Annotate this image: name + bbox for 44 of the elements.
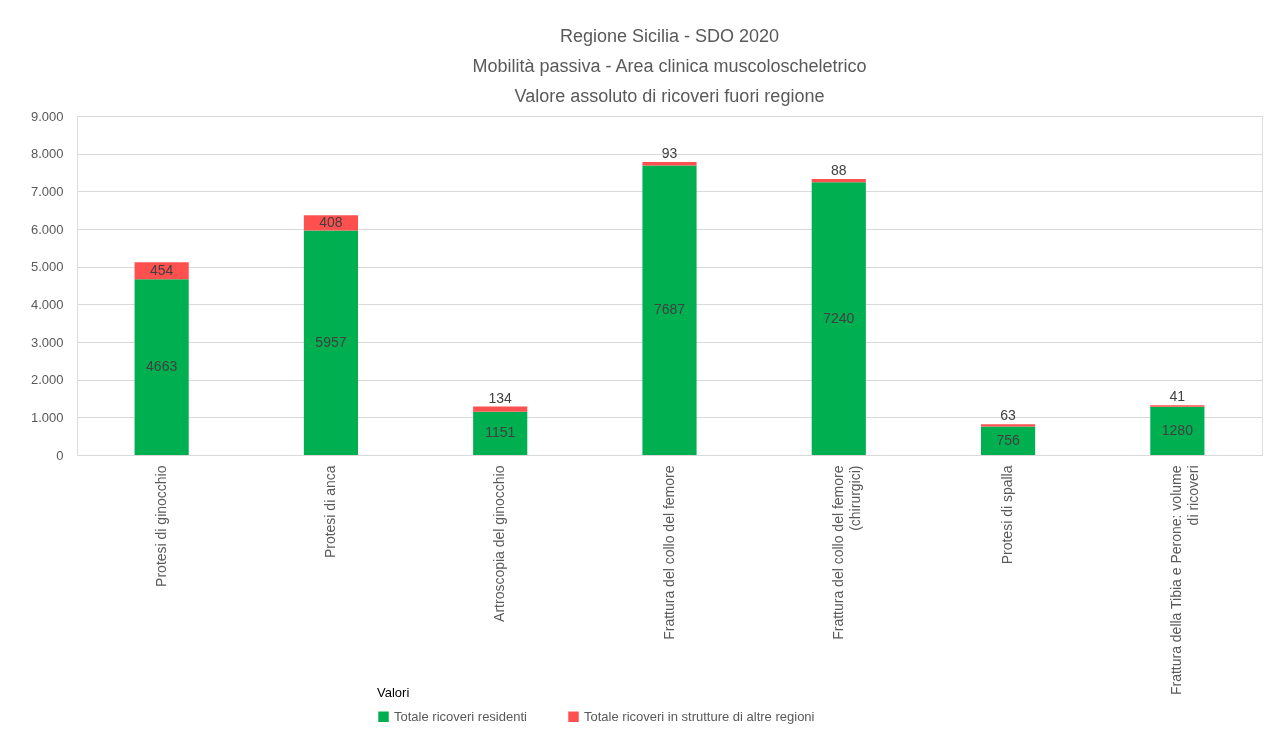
data-label: 756 [996,431,1020,448]
data-label: 134 [488,389,513,406]
bar [1150,406,1205,455]
y-tick-label: 5.000 [30,259,64,275]
x-tick-label: Protesi di spalla [999,465,1016,565]
data-label: 1151 [485,424,516,441]
y-tick-label: 8.000 [30,146,64,162]
y-tick-label: 2.000 [30,372,64,388]
y-tick-label: 1.000 [30,409,64,425]
y-tick-label: 6.000 [30,221,64,237]
data-label: 454 [149,261,174,278]
x-tick-label: Frattura del collo del femore [660,465,677,640]
bar [811,178,866,183]
y-tick-label: 9.000 [30,108,64,124]
bar [980,424,1036,427]
bar [642,165,697,455]
bar [134,279,189,455]
y-tick-label: 7.000 [30,183,64,199]
bar [473,406,528,412]
x-tick-label: Frattura del collo del femore (chirurgici) [829,465,863,640]
chart-title: Regione Sicilia - SDO 2020 Mobilità passiva - Area clinica muscoloscheletrico Valore assoluto di ricoveri fuori regione [472,26,867,106]
data-label: 408 [319,213,343,230]
y-tick-label: 3.000 [30,334,64,350]
x-tick-label: Protesi di anca [321,465,338,559]
x-tick-label: Frattura della Tibia e Perone: volume di ricoveri [1168,465,1202,696]
data-label: 5957 [315,333,347,350]
legend-label: Totale ricoveri in strutture di altre regioni [584,708,815,724]
data-label: 93 [661,144,678,161]
data-label: 88 [831,161,847,178]
data-label: 41 [1169,388,1186,405]
bar [303,230,359,455]
data-label: 7687 [653,301,686,318]
y-tick-label: 0 [56,447,64,463]
legend-title: Valori [377,685,410,700]
y-tick-label: 4.000 [30,296,64,312]
bar [811,182,866,455]
data-label: 4663 [146,358,178,375]
data-label: 7240 [823,309,855,326]
bar [473,411,528,455]
x-tick-label: Artroscopia del ginocchio [491,465,508,622]
data-label: 63 [1000,407,1017,424]
legend-label: Totale ricoveri residenti [394,708,528,724]
x-tick-label: Protesi di ginocchio [152,465,169,587]
data-label: 1280 [1161,421,1194,438]
